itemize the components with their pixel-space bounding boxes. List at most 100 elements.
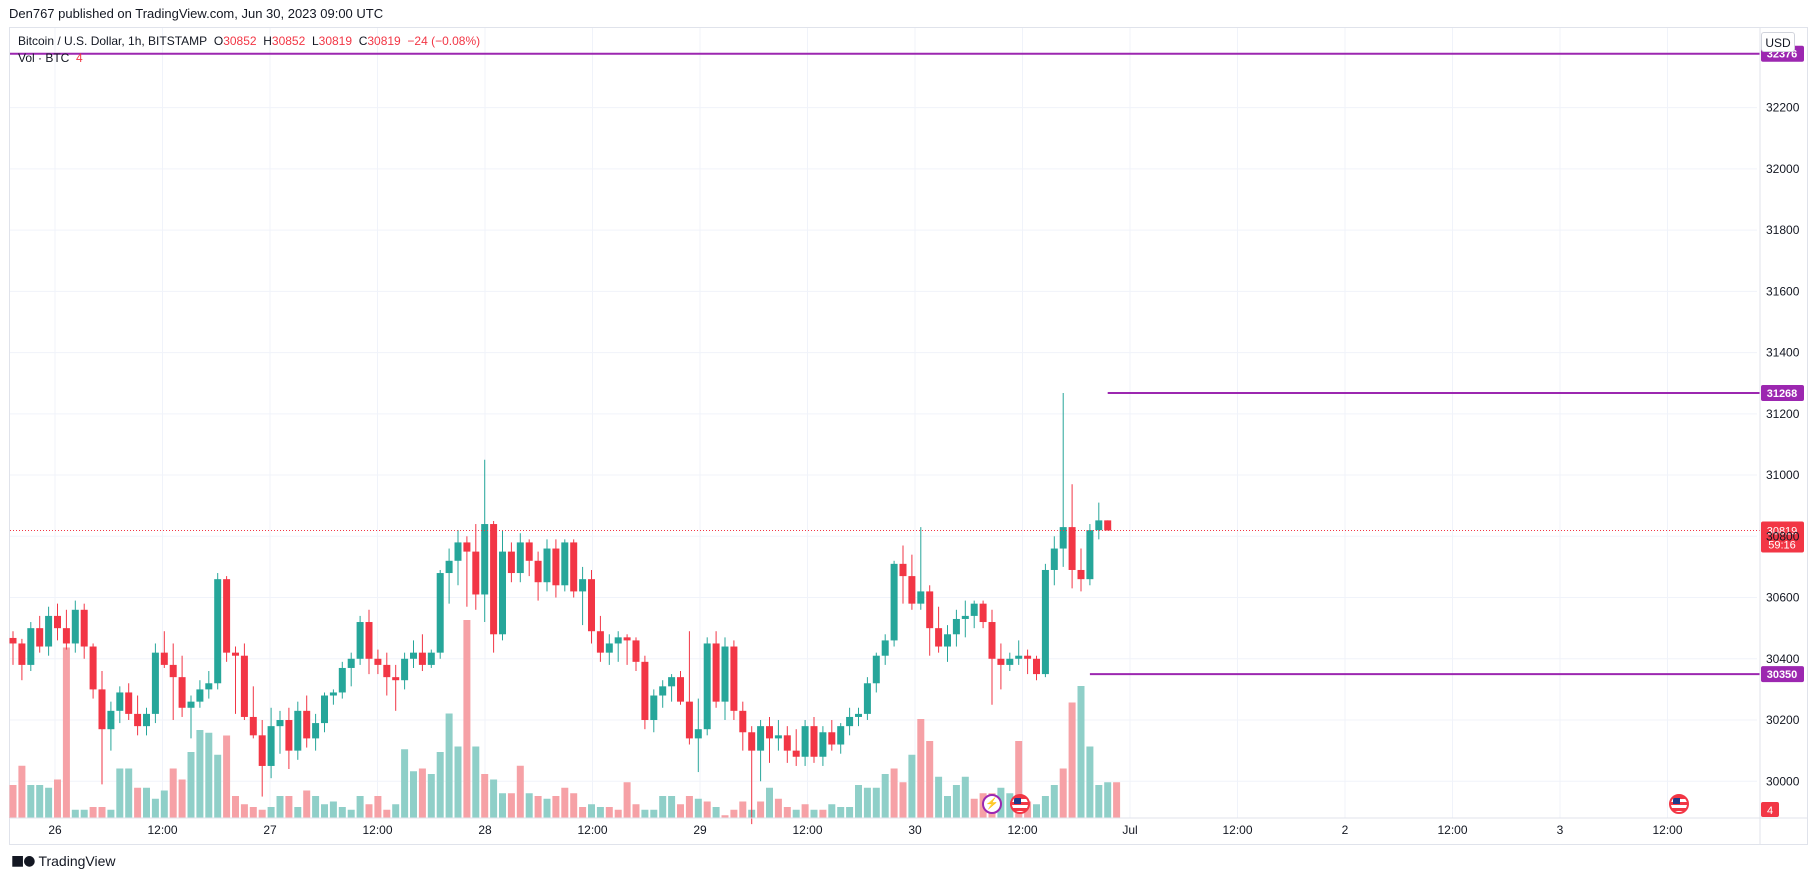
volume-bar (303, 790, 311, 818)
us-flag-event-icon[interactable] (1669, 794, 1689, 814)
legend-volume-label[interactable]: Vol · BTC (18, 51, 70, 65)
volume-bar (721, 815, 729, 818)
candle-body (481, 524, 489, 595)
footer-brand-text: TradingView (38, 853, 116, 869)
volume-bar (276, 796, 284, 818)
legend-low-label: L (311, 34, 319, 48)
tradingview-logo-icon: ■● (11, 853, 35, 869)
legend-close-label: C (358, 34, 368, 48)
x-tick-label: 12:00 (1652, 823, 1682, 837)
volume-bar (766, 787, 773, 818)
candle-body (1086, 530, 1094, 580)
volume-bar (561, 787, 569, 818)
volume-bar (374, 796, 382, 818)
volume-bar (1033, 804, 1040, 818)
candle-body (312, 723, 320, 739)
candle-body (970, 603, 978, 616)
candle-body (1033, 658, 1040, 675)
candle-body (748, 732, 756, 751)
volume-bar (908, 754, 916, 818)
candle-body (1015, 655, 1023, 659)
candle-body (632, 640, 640, 662)
volume-bar (472, 746, 480, 818)
currency-selector-button[interactable]: USD (1761, 32, 1795, 52)
volume-bar (1068, 702, 1076, 818)
candle-body (668, 677, 676, 687)
candle-body (1050, 548, 1058, 570)
lightning-event-icon[interactable]: ⚡ (982, 794, 1002, 814)
candle-body (365, 622, 373, 659)
volume-bar (650, 809, 658, 818)
candle-body (507, 551, 515, 574)
candle-body (62, 628, 70, 644)
volume-bar (596, 807, 604, 818)
candle-body (294, 710, 302, 751)
x-tick-label: 28 (478, 823, 492, 837)
y-tick-label: 31400 (1766, 346, 1800, 360)
volume-bar (1050, 785, 1058, 818)
candle-body (445, 560, 453, 574)
volume-bar (392, 804, 400, 818)
candle-body (801, 726, 809, 757)
volume-bar (151, 798, 159, 818)
volume-bar (427, 774, 435, 818)
candle-body (730, 646, 738, 711)
candle-body (694, 729, 702, 739)
candle-body (490, 524, 498, 635)
candle-body (249, 716, 257, 736)
x-tick-label: 12:00 (1007, 823, 1037, 837)
us-flag-event-icon[interactable] (1010, 794, 1030, 814)
candle-body (908, 576, 916, 604)
last-price-badge (1761, 521, 1804, 553)
price-level-label: 31268 (1767, 388, 1798, 400)
volume-bar (917, 719, 925, 818)
y-tick-label: 32000 (1766, 162, 1800, 176)
volume-bar (436, 752, 444, 818)
candle-body (1104, 520, 1112, 531)
volume-bar (828, 804, 836, 818)
volume-bar (347, 809, 355, 818)
volume-bar (579, 807, 587, 818)
candle-body (516, 542, 524, 574)
volume-bar (703, 801, 711, 818)
volume-bar (232, 796, 239, 818)
candle-body (739, 710, 747, 733)
candle-body (855, 713, 862, 717)
volume-bar (899, 782, 907, 818)
candle-body (187, 701, 195, 708)
y-tick-label: 31200 (1766, 407, 1800, 421)
candle-body (1041, 569, 1049, 675)
candle-body (588, 579, 595, 632)
volume-bar (223, 735, 231, 818)
volume-bar (62, 647, 70, 818)
candle-body (1095, 520, 1103, 531)
candle-body (596, 631, 604, 653)
candle-body (997, 658, 1005, 665)
candle-body (685, 701, 693, 739)
legend-open-value: 30852 (223, 34, 257, 48)
x-tick-label: 27 (263, 823, 277, 837)
candle-body (116, 692, 124, 711)
legend-low-value: 30819 (318, 34, 353, 48)
candle-body (757, 726, 765, 751)
candle-body (54, 615, 61, 629)
candle-body (45, 615, 53, 647)
volume-bar (143, 787, 150, 818)
candle-body (917, 591, 925, 604)
volume-bar (116, 768, 124, 818)
chart-legend: Bitcoin / U.S. Dollar, 1h, BITSTAMP O308… (18, 33, 480, 67)
volume-bar (267, 807, 275, 818)
candle-body (837, 726, 845, 745)
candle-body (383, 664, 391, 678)
footer-brand[interactable]: ■● TradingView (11, 853, 116, 869)
x-tick-label: 12:00 (147, 823, 177, 837)
volume-bar (792, 809, 800, 818)
candle-body (125, 692, 133, 714)
candle-body (463, 542, 471, 552)
volume-bar (240, 804, 248, 818)
legend-symbol[interactable]: Bitcoin / U.S. Dollar, 1h, BITSTAMP (18, 34, 208, 48)
x-tick-label: 2 (1342, 823, 1349, 837)
volume-bar (757, 801, 765, 818)
volume-last-label: 4 (1767, 805, 1773, 817)
